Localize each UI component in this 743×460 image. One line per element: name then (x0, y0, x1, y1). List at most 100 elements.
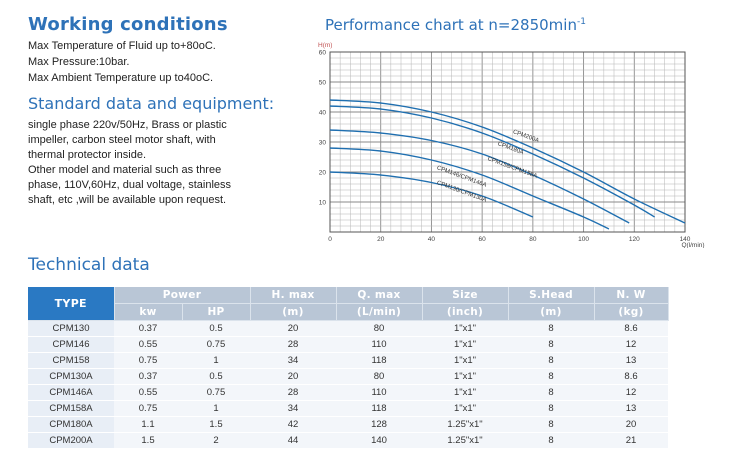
cell-nw: 8.6 (594, 368, 669, 385)
cell-nw: 20 (594, 416, 669, 433)
table-row: CPM158 0.75 1 34 118 1"x1" 8 13 (28, 352, 669, 369)
cell-kw: 0.75 (114, 400, 182, 417)
x-tick-label: 20 (377, 236, 385, 243)
standard-line: shaft, etc ,will be available upon reque… (28, 194, 227, 206)
header-nw: N. W (594, 287, 669, 304)
header-hmax-unit: (m) (250, 303, 337, 321)
x-tick-label: 40 (428, 236, 436, 243)
cell-hmax: 44 (250, 432, 337, 449)
cell-nw: 13 (594, 352, 669, 369)
cell-type: CPM146 (28, 336, 114, 353)
cell-hp: 2 (182, 432, 251, 449)
cell-size: 1"x1" (422, 400, 509, 417)
working-line: Max Pressure:10bar. (28, 56, 130, 68)
cell-type: CPM180A (28, 416, 114, 433)
y-tick-label: 40 (319, 110, 327, 117)
cell-type: CPM158A (28, 400, 114, 417)
cell-qmax: 140 (336, 432, 423, 449)
table-row: CPM130A 0.37 0.5 20 80 1"x1" 8 8.6 (28, 368, 669, 385)
table-row: CPM180A 1.1 1.5 42 128 1.25"x1" 8 20 (28, 416, 669, 433)
working-line: Max Ambient Temperature up to40oC. (28, 72, 214, 84)
cell-kw: 0.37 (114, 368, 182, 385)
table-row: CPM146 0.55 0.75 28 110 1"x1" 8 12 (28, 336, 669, 353)
working-conditions-text: Max Temperature of Fluid up to+80oC. Max… (28, 38, 216, 86)
cell-qmax: 80 (336, 368, 423, 385)
table-row: CPM146A 0.55 0.75 28 110 1"x1" 8 12 (28, 384, 669, 401)
header-shead: S.Head (508, 287, 595, 304)
cell-qmax: 80 (336, 320, 423, 337)
cell-hmax: 28 (250, 336, 337, 353)
table-row: CPM130 0.37 0.5 20 80 1"x1" 8 8.6 (28, 320, 669, 337)
cell-size: 1"x1" (422, 384, 509, 401)
header-size: Size (422, 287, 509, 304)
standard-line: thermal protector inside. (28, 149, 146, 161)
cell-hmax: 34 (250, 400, 337, 417)
x-tick-label: 120 (629, 236, 640, 243)
series-line (329, 105, 655, 218)
cell-size: 1"x1" (422, 336, 509, 353)
header-size-unit: (inch) (422, 303, 509, 321)
cell-hp: 0.75 (182, 336, 251, 353)
cell-qmax: 110 (336, 336, 423, 353)
cell-kw: 1.1 (114, 416, 182, 433)
header-nw-unit: (kg) (594, 303, 669, 321)
standard-line: Other model and material such as three (28, 164, 222, 176)
table-row: CPM158A 0.75 1 34 118 1"x1" 8 13 (28, 400, 669, 417)
cell-shead: 8 (508, 400, 595, 417)
cell-shead: 8 (508, 336, 595, 353)
cell-type: CPM200A (28, 432, 114, 449)
performance-chart: 10 20 30 40 50 60 0 20 40 60 80 100 120 140 H(m) Q(l/mi… (318, 42, 705, 248)
cell-kw: 0.55 (114, 336, 182, 353)
cell-shead: 8 (508, 416, 595, 433)
performance-chart-title: Performance chart at n=2850min-1 (325, 16, 586, 34)
cell-hmax: 28 (250, 384, 337, 401)
standard-line: impeller, carbon steel motor shaft, with (28, 134, 216, 146)
y-axis-label: H(m) (318, 42, 332, 49)
header-type: TYPE (28, 287, 115, 321)
cell-size: 1.25"x1" (422, 416, 509, 433)
cell-hp: 1 (182, 352, 251, 369)
cell-qmax: 118 (336, 400, 423, 417)
header-qmax: Q. max (336, 287, 423, 304)
table-row: CPM200A 1.5 2 44 140 1.25"x1" 8 21 (28, 432, 669, 449)
cell-qmax: 118 (336, 352, 423, 369)
cell-shead: 8 (508, 352, 595, 369)
working-line: Max Temperature of Fluid up to+80oC. (28, 40, 216, 52)
working-conditions-title: Working conditions (28, 14, 228, 35)
technical-data-title: Technical data (28, 255, 150, 275)
x-axis-label: Q(l/min) (681, 242, 704, 248)
performance-title-sup: -1 (576, 17, 586, 27)
cell-type: CPM146A (28, 384, 114, 401)
cell-nw: 21 (594, 432, 669, 449)
x-tick-label: 60 (479, 236, 487, 243)
cell-size: 1.25"x1" (422, 432, 509, 449)
cell-qmax: 128 (336, 416, 423, 433)
series-line (329, 129, 630, 224)
header-kw: kw (114, 303, 183, 321)
cell-hp: 1 (182, 400, 251, 417)
cell-size: 1"x1" (422, 368, 509, 385)
series-line (329, 99, 686, 224)
cell-hmax: 34 (250, 352, 337, 369)
cell-kw: 1.5 (114, 432, 182, 449)
standard-data-text: single phase 220v/50Hz, Brass or plastic… (28, 118, 258, 208)
y-tick-label: 50 (319, 80, 327, 87)
cell-type: CPM130 (28, 320, 114, 337)
cell-hp: 1.5 (182, 416, 251, 433)
cell-size: 1"x1" (422, 352, 509, 369)
cell-hp: 0.75 (182, 384, 251, 401)
y-tick-label: 30 (319, 140, 327, 147)
standard-line: single phase 220v/50Hz, Brass or plastic (28, 119, 227, 131)
series-line (329, 147, 610, 230)
y-tick-label: 10 (319, 200, 327, 207)
cell-shead: 8 (508, 320, 595, 337)
y-tick-label: 20 (319, 170, 327, 177)
technical-data-table: TYPE Power H. max Q. max Size S.Head N. … (28, 287, 669, 449)
header-hmax: H. max (250, 287, 337, 304)
cell-hmax: 42 (250, 416, 337, 433)
x-tick-label: 0 (328, 236, 332, 243)
cell-shead: 8 (508, 432, 595, 449)
header-power: Power (114, 287, 251, 304)
cell-shead: 8 (508, 384, 595, 401)
cell-hmax: 20 (250, 320, 337, 337)
